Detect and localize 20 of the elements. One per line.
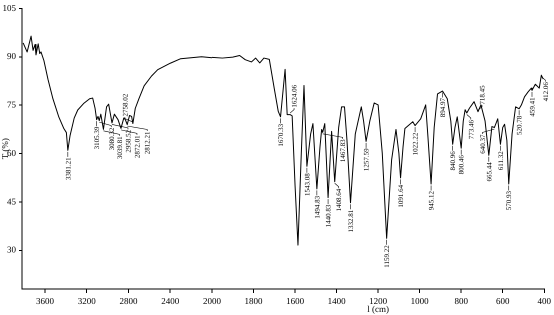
x-axis-title: l (cm) (367, 304, 389, 314)
x-tick-label: 1200 (369, 296, 388, 306)
y-tick-label: 90 (7, 51, 16, 62)
x-tick-label: 2800 (119, 296, 138, 306)
x-tick-label: 2000 (203, 296, 222, 306)
x-tick-label: 1600 (286, 296, 305, 306)
x-tick-label: 2400 (161, 296, 180, 306)
x-tick-label: 3600 (36, 296, 54, 306)
x-tick-label: 400 (538, 296, 552, 306)
x-tick-label: 1800 (244, 296, 264, 306)
x-tick-label: 1400 (328, 296, 346, 306)
x-tick-label: 3200 (78, 296, 96, 306)
x-tick-label: 800 (454, 296, 468, 306)
y-tick-label: 30 (7, 244, 16, 255)
y-tick-label: 105 (2, 2, 16, 13)
y-tick-label: 60 (7, 148, 16, 158)
x-tick-label: 600 (496, 296, 510, 306)
x-tick-label: 1000 (410, 296, 430, 306)
y-tick-label: 45 (7, 196, 16, 206)
y-tick-label: 75 (7, 100, 16, 110)
